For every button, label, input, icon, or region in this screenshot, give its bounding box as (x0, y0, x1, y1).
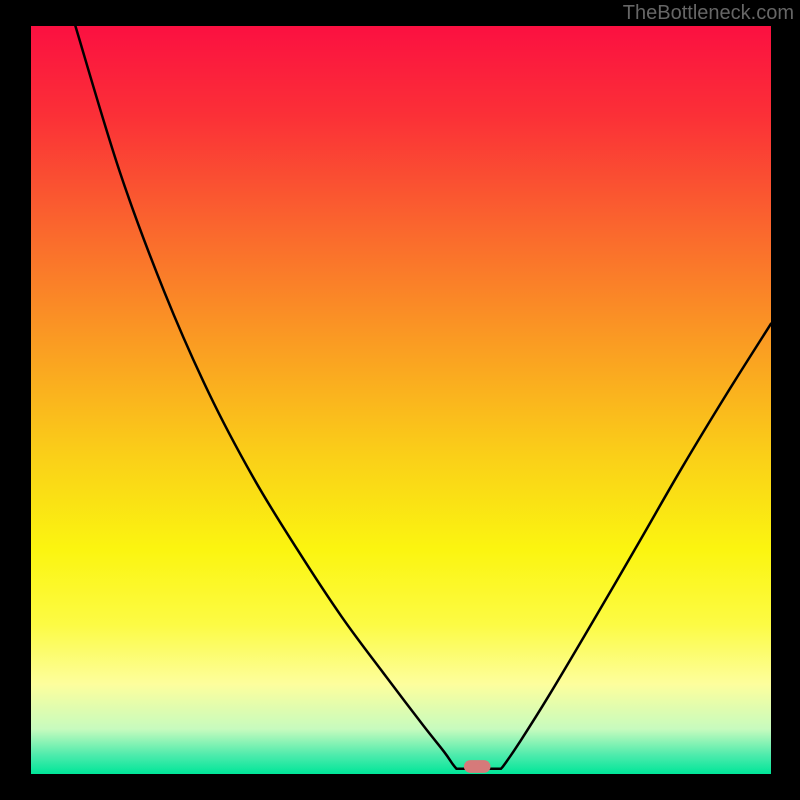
optimum-marker (464, 760, 491, 773)
watermark-text: TheBottleneck.com (623, 2, 794, 25)
bottleneck-curve (75, 26, 771, 769)
chart-container: TheBottleneck.com (0, 0, 800, 800)
plot-area (31, 26, 771, 774)
curve-layer (31, 26, 771, 774)
